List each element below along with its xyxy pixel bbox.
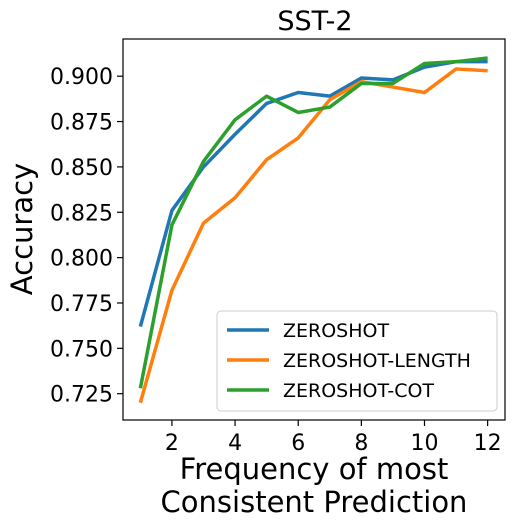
axes: 2 4 6 8 10 12 0.725 0.750 0.775 0.800 0.825 0.850 0.… [50, 38, 506, 456]
legend-label: ZEROSHOT [283, 320, 389, 342]
y-tick-label: 0.850 [50, 156, 113, 181]
y-tick-label: 0.800 [50, 247, 113, 272]
x-axis-label-line: Consistent Prediction [161, 485, 468, 519]
series-line-3 [138, 56, 488, 389]
legend-label: ZEROSHOT-COT [283, 380, 434, 402]
y-tick-label: 0.875 [50, 111, 113, 136]
y-tick-label: 0.750 [50, 337, 113, 362]
x-tick-label: 12 [474, 431, 502, 456]
x-axis-label: Frequency of most Consistent Prediction [161, 452, 468, 519]
x-tick-label: 8 [354, 431, 368, 456]
series-line-1 [138, 59, 488, 328]
y-tick-label: 0.825 [50, 201, 113, 226]
legend-label: ZEROSHOT-LENGTH [283, 350, 471, 372]
x-tick-label: 6 [291, 431, 305, 456]
x-tick-label: 10 [410, 431, 438, 456]
y-tick-label: 0.900 [50, 65, 113, 90]
plot-frame [122, 38, 506, 421]
x-axis-label-line: Frequency of most [180, 452, 449, 486]
legend-box [216, 310, 498, 412]
plot-area [138, 56, 488, 404]
x-tick-label: 2 [165, 431, 179, 456]
x-tick-label: 4 [228, 431, 242, 456]
y-tick-label: 0.725 [50, 383, 113, 408]
y-tick-label: 0.775 [50, 292, 113, 317]
series-line-2 [138, 67, 488, 404]
legend: ZEROSHOT ZEROSHOT-LENGTH ZEROSHOT-COT [216, 310, 498, 412]
y-axis-label: Accuracy [5, 163, 39, 295]
chart-title: SST-2 [277, 6, 352, 37]
